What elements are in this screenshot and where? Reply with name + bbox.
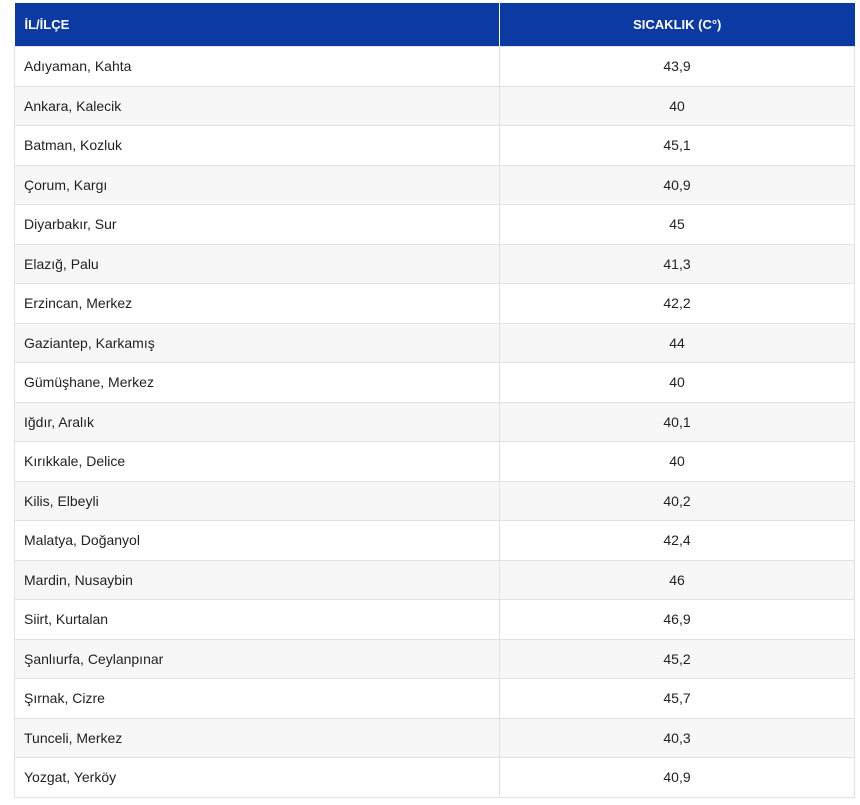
table-header: İL/İLÇE SICAKLIK (C°) (14, 3, 855, 47)
table-row: Diyarbakır, Sur 45 (14, 204, 855, 245)
temperature-cell: 45,1 (499, 125, 855, 166)
table-row: Erzincan, Merkez 42,2 (14, 283, 855, 324)
temperature-cell: 42,4 (499, 520, 855, 561)
table-row: Ankara, Kalecik 40 (14, 85, 855, 126)
temperature-cell: 40 (499, 85, 855, 126)
location-cell: Şanlıurfa, Ceylanpınar (14, 638, 500, 679)
location-cell: Gümüşhane, Merkez (14, 362, 500, 403)
location-cell: Tunceli, Merkez (14, 717, 500, 758)
table-row: Elazığ, Palu 41,3 (14, 243, 855, 284)
table-row: Tunceli, Merkez 40,3 (14, 717, 855, 758)
temperature-cell: 42,2 (499, 283, 855, 324)
header-cell: İL/İLÇE (14, 3, 500, 47)
table-row: Mardin, Nusaybin 46 (14, 559, 855, 600)
location-cell: Diyarbakır, Sur (14, 204, 500, 245)
table-row: Gaziantep, Karkamış 44 (14, 322, 855, 363)
header-row: İL/İLÇE SICAKLIK (C°) (14, 3, 855, 47)
location-cell: Kilis, Elbeyli (14, 480, 500, 521)
table-row: Batman, Kozluk 45,1 (14, 125, 855, 166)
temperature-cell: 40 (499, 441, 855, 482)
temperature-cell: 40 (499, 362, 855, 403)
table-row: Çorum, Kargı 40,9 (14, 164, 855, 205)
location-cell: Malatya, Doğanyol (14, 520, 500, 561)
table-row: Malatya, Doğanyol 42,4 (14, 520, 855, 561)
temperature-cell: 44 (499, 322, 855, 363)
table-row: Yozgat, Yerköy 40,9 (14, 757, 855, 798)
location-cell: Çorum, Kargı (14, 164, 500, 205)
temperature-cell: 46 (499, 559, 855, 600)
table-row: Iğdır, Aralık 40,1 (14, 401, 855, 442)
temperature-cell: 40,3 (499, 717, 855, 758)
table-row: Kırıkkale, Delice 40 (14, 441, 855, 482)
table-row: Şanlıurfa, Ceylanpınar 45,2 (14, 638, 855, 679)
temperature-cell: 40,1 (499, 401, 855, 442)
temperature-cell: 40,2 (499, 480, 855, 521)
location-cell: Yozgat, Yerköy (14, 757, 500, 798)
location-cell: Ankara, Kalecik (14, 85, 500, 126)
header-cell: SICAKLIK (C°) (499, 3, 855, 47)
temperature-cell: 43,9 (499, 46, 855, 87)
temperature-cell: 45,7 (499, 678, 855, 719)
temperature-table: İL/İLÇE SICAKLIK (C°) Adıyaman, Kahta 43,… (14, 3, 855, 798)
temperature-cell: 45 (499, 204, 855, 245)
table-row: Kilis, Elbeyli 40,2 (14, 480, 855, 521)
location-cell: Batman, Kozluk (14, 125, 500, 166)
table-row: Şırnak, Cizre 45,7 (14, 678, 855, 719)
temperature-cell: 41,3 (499, 243, 855, 284)
table-row: Adıyaman, Kahta 43,9 (14, 46, 855, 87)
location-cell: Adıyaman, Kahta (14, 46, 500, 87)
location-cell: Gaziantep, Karkamış (14, 322, 500, 363)
location-cell: Elazığ, Palu (14, 243, 500, 284)
temperature-cell: 40,9 (499, 164, 855, 205)
table-row: Gümüşhane, Merkez 40 (14, 362, 855, 403)
temperature-cell: 46,9 (499, 599, 855, 640)
location-cell: Erzincan, Merkez (14, 283, 500, 324)
location-cell: Siirt, Kurtalan (14, 599, 500, 640)
table-row: Siirt, Kurtalan 46,9 (14, 599, 855, 640)
table-body: Adıyaman, Kahta 43,9 Ankara, Kalecik 40 Batm… (14, 46, 855, 798)
location-cell: Mardin, Nusaybin (14, 559, 500, 600)
temperature-cell: 40,9 (499, 757, 855, 798)
temperature-cell: 45,2 (499, 638, 855, 679)
location-cell: Kırıkkale, Delice (14, 441, 500, 482)
location-cell: Iğdır, Aralık (14, 401, 500, 442)
location-cell: Şırnak, Cizre (14, 678, 500, 719)
